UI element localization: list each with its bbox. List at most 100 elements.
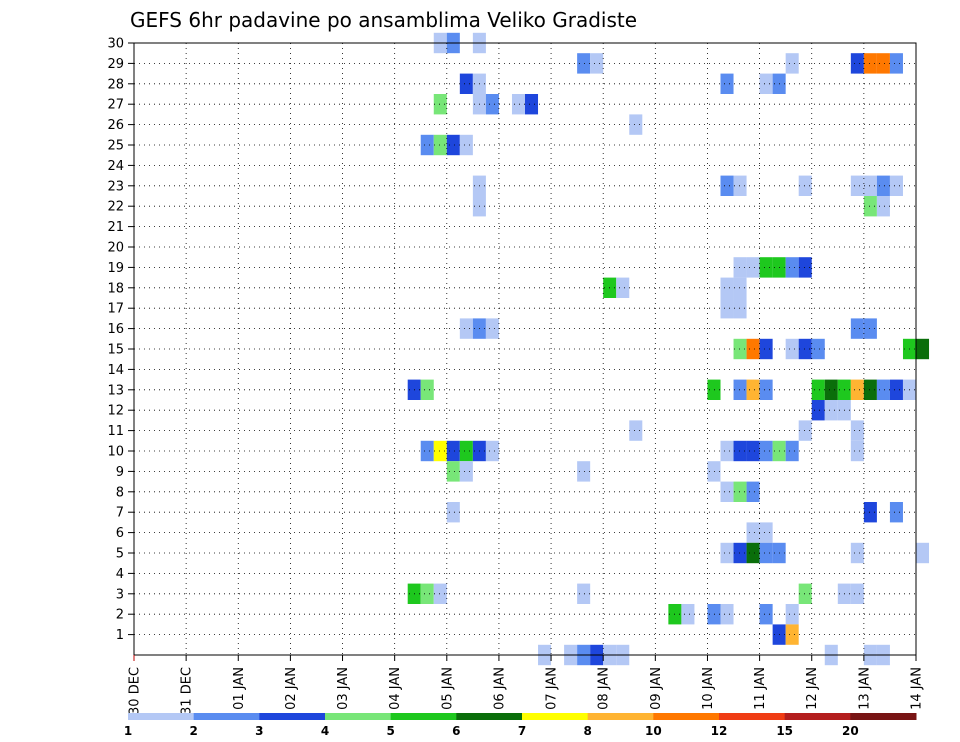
heatmap-cell (459, 318, 473, 339)
y-tick-label: 8 (116, 485, 124, 500)
heatmap-cell (433, 440, 447, 462)
colorbar-segment (128, 713, 195, 720)
heatmap-cell (824, 400, 838, 421)
y-tick-label: 18 (107, 281, 124, 296)
heatmap-cell (733, 338, 747, 360)
heatmap-cell (511, 94, 525, 115)
heatmap-cell (733, 277, 747, 298)
heatmap-cell (459, 134, 473, 156)
colorbar-segment (850, 713, 917, 720)
heatmap-cell (850, 440, 864, 462)
heatmap-cell (785, 257, 799, 278)
x-tick-label: 14 JAN (910, 667, 925, 710)
heatmap-cell (720, 175, 734, 196)
y-tick-label: 10 (107, 445, 124, 460)
heatmap-cell (785, 440, 799, 462)
colorbar: 1 2 3 4 5 6 7 8 10 12 15 20 (124, 713, 917, 738)
heatmap-cell (433, 94, 447, 115)
colorbar-segment (653, 713, 720, 720)
heatmap-cell (759, 440, 773, 462)
heatmap-cell (798, 420, 812, 441)
heatmap-cell (720, 277, 734, 298)
heatmap-cell (629, 420, 643, 441)
colorbar-label: 5 (386, 724, 394, 738)
heatmap-cell (863, 379, 877, 400)
colorbar-label: 2 (189, 724, 197, 738)
y-tick-label: 13 (107, 383, 124, 398)
heatmap-cell (590, 53, 604, 74)
y-tick-label: 7 (116, 506, 124, 521)
heatmap-cell (420, 583, 434, 604)
y-tick-label: 17 (107, 302, 124, 317)
heatmap-cell (785, 604, 799, 625)
heatmap-cell (446, 440, 460, 462)
heatmap-cell (577, 53, 591, 74)
colorbar-segment (259, 713, 326, 720)
heatmap-cell (433, 134, 447, 156)
y-tick-label: 19 (107, 261, 124, 276)
heatmap-cells (407, 32, 930, 666)
x-tick-label: 09 JAN (649, 667, 664, 710)
y-axis: 1234567891011121314151617181920212223242… (107, 37, 134, 643)
heatmap-cell (420, 134, 434, 156)
x-axis: 30 DEC 31 DEC 01 JAN 02 JAN 03 JAN 04 JAN 05 J… (128, 655, 925, 715)
y-tick-label: 5 (116, 547, 124, 562)
heatmap-cell (733, 440, 747, 462)
heatmap-cell (916, 542, 930, 564)
x-tick-label: 07 JAN (545, 667, 560, 710)
x-tick-label: 05 JAN (440, 667, 455, 710)
heatmap-cell (733, 481, 747, 502)
heatmap-cell (889, 175, 903, 196)
x-tick-label: 06 JAN (492, 667, 507, 710)
heatmap-cell (446, 461, 460, 482)
heatmap-cell (759, 542, 773, 564)
y-tick-label: 26 (107, 118, 124, 133)
heatmap-cell (798, 257, 812, 278)
heatmap-cell (746, 522, 760, 543)
heatmap-cell (863, 502, 877, 523)
heatmap-cell (720, 604, 734, 625)
heatmap-cell (446, 502, 460, 523)
y-tick-label: 11 (107, 424, 124, 439)
heatmap-cell (876, 196, 890, 217)
heatmap-cell (746, 379, 760, 400)
colorbar-segment (784, 713, 851, 720)
heatmap-cell (746, 542, 760, 564)
x-tick-label: 10 JAN (701, 667, 716, 710)
y-tick-label: 9 (116, 465, 124, 480)
y-tick-label: 28 (107, 77, 124, 92)
heatmap-cell (876, 53, 890, 74)
y-tick-label: 27 (107, 98, 124, 113)
heatmap-cell (759, 522, 773, 543)
heatmap-cell (850, 318, 864, 339)
heatmap-cell (863, 175, 877, 196)
heatmap-cell (759, 379, 773, 400)
heatmap-cell (850, 379, 864, 400)
colorbar-segment (390, 713, 457, 720)
heatmap-cell (459, 440, 473, 462)
y-tick-label: 25 (107, 139, 124, 154)
heatmap-cell (733, 542, 747, 564)
x-tick-label: 02 JAN (284, 667, 299, 710)
heatmap-cell (485, 94, 499, 115)
colorbar-segment (587, 713, 654, 720)
colorbar-label: 7 (518, 724, 526, 738)
heatmap-cell (863, 53, 877, 74)
colorbar-label: 6 (452, 724, 460, 738)
heatmap-cell (629, 114, 643, 135)
heatmap-cell (746, 257, 760, 278)
heatmap-cell (720, 481, 734, 502)
heatmap-cell (746, 440, 760, 462)
heatmap-cell (824, 379, 838, 400)
y-tick-label: 24 (107, 159, 124, 174)
heatmap-cell (720, 298, 734, 319)
heatmap-cell (746, 481, 760, 502)
x-tick-label: 01 JAN (232, 667, 247, 710)
heatmap-cell (446, 134, 460, 156)
x-tick-label: 04 JAN (388, 667, 403, 710)
colorbar-label: 15 (776, 724, 793, 738)
y-tick-label: 30 (107, 37, 124, 52)
y-tick-label: 23 (107, 179, 124, 194)
y-tick-label: 4 (116, 567, 124, 582)
